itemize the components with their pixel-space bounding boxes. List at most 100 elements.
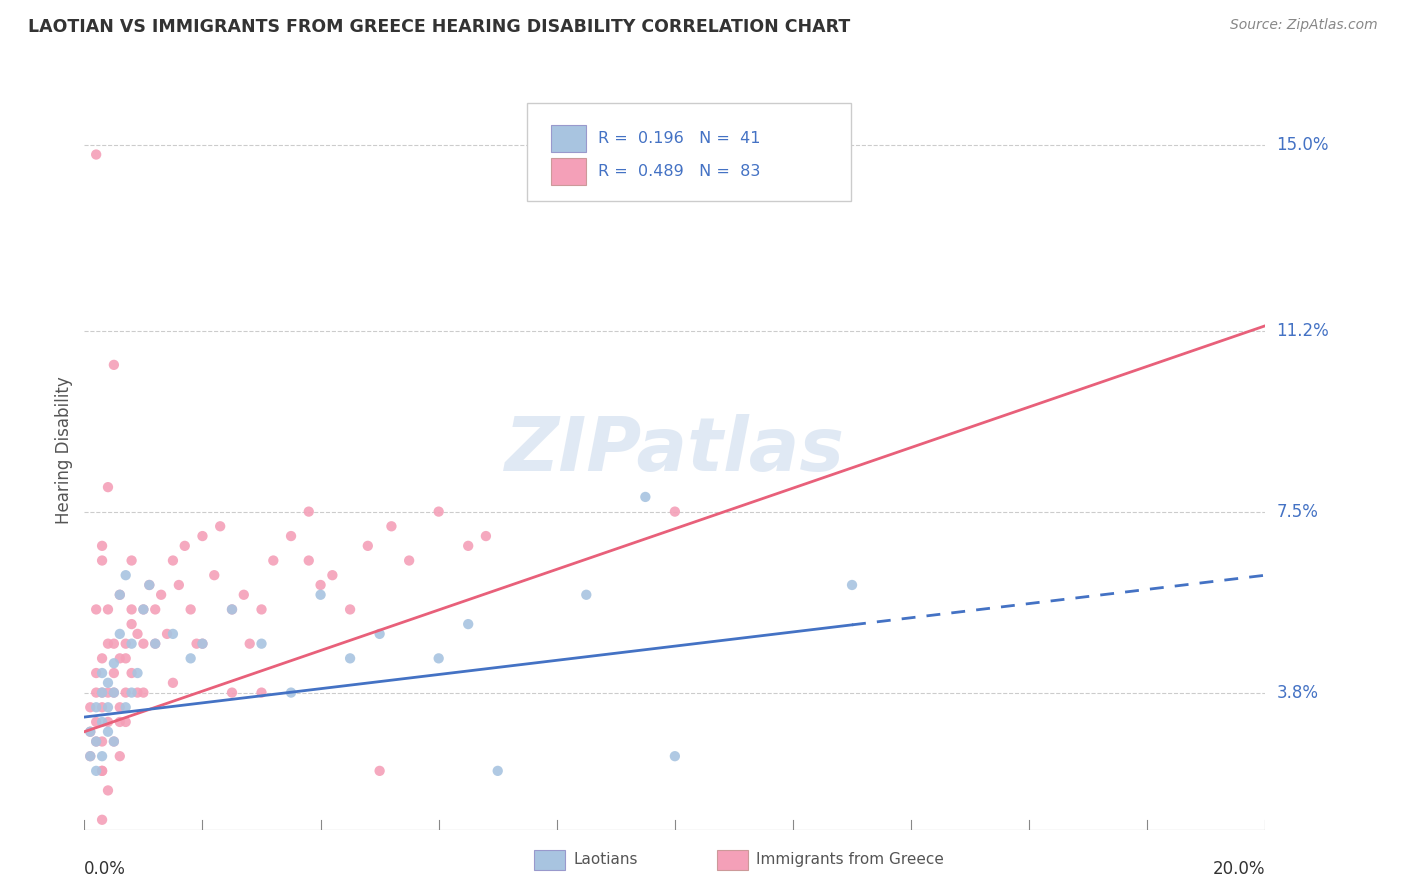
- Point: [103, 734, 125, 748]
- Point: [138, 578, 160, 592]
- Point: [79, 724, 101, 739]
- Text: Immigrants from Greece: Immigrants from Greece: [756, 853, 945, 867]
- Point: [191, 637, 214, 651]
- Point: [186, 637, 208, 651]
- Point: [280, 685, 302, 699]
- Point: [97, 724, 120, 739]
- Point: [262, 553, 284, 567]
- Point: [97, 602, 120, 616]
- Point: [132, 602, 155, 616]
- Point: [97, 783, 120, 797]
- Point: [156, 627, 179, 641]
- Text: Source: ZipAtlas.com: Source: ZipAtlas.com: [1230, 18, 1378, 32]
- Point: [191, 637, 214, 651]
- Point: [108, 588, 131, 602]
- Point: [221, 685, 243, 699]
- Point: [180, 602, 202, 616]
- Point: [221, 602, 243, 616]
- Point: [108, 700, 131, 714]
- Point: [357, 539, 380, 553]
- Point: [127, 685, 149, 699]
- Point: [84, 602, 107, 616]
- Point: [202, 568, 225, 582]
- Point: [250, 685, 273, 699]
- Point: [427, 651, 450, 665]
- Point: [114, 651, 136, 665]
- Point: [91, 651, 114, 665]
- Point: [162, 553, 184, 567]
- Point: [91, 553, 114, 567]
- Point: [108, 627, 131, 641]
- Point: [91, 813, 114, 827]
- Point: [298, 505, 321, 519]
- Point: [114, 700, 136, 714]
- Point: [91, 539, 114, 553]
- Point: [114, 568, 136, 582]
- Point: [321, 568, 343, 582]
- Text: 15.0%: 15.0%: [1277, 136, 1329, 153]
- Point: [475, 529, 498, 543]
- Point: [143, 637, 166, 651]
- Point: [103, 685, 125, 699]
- Point: [121, 617, 143, 632]
- Point: [114, 685, 136, 699]
- Point: [121, 602, 143, 616]
- Point: [457, 539, 479, 553]
- Y-axis label: Hearing Disability: Hearing Disability: [55, 376, 73, 524]
- Text: 3.8%: 3.8%: [1277, 683, 1319, 702]
- Point: [841, 578, 863, 592]
- Point: [108, 588, 131, 602]
- Point: [127, 627, 149, 641]
- Point: [91, 764, 114, 778]
- Point: [103, 734, 125, 748]
- Point: [427, 505, 450, 519]
- Point: [127, 666, 149, 681]
- Point: [84, 700, 107, 714]
- Point: [232, 588, 254, 602]
- Point: [79, 749, 101, 764]
- Text: LAOTIAN VS IMMIGRANTS FROM GREECE HEARING DISABILITY CORRELATION CHART: LAOTIAN VS IMMIGRANTS FROM GREECE HEARIN…: [28, 18, 851, 36]
- Point: [91, 749, 114, 764]
- Point: [121, 666, 143, 681]
- Point: [309, 578, 332, 592]
- Point: [121, 685, 143, 699]
- Point: [180, 651, 202, 665]
- Point: [132, 685, 155, 699]
- Point: [97, 714, 120, 729]
- Point: [121, 553, 143, 567]
- Point: [103, 666, 125, 681]
- Point: [368, 764, 391, 778]
- Point: [398, 553, 420, 567]
- Text: R =  0.489   N =  83: R = 0.489 N = 83: [598, 164, 759, 178]
- Text: 20.0%: 20.0%: [1213, 860, 1265, 878]
- Point: [280, 529, 302, 543]
- Point: [250, 602, 273, 616]
- Point: [84, 734, 107, 748]
- Point: [84, 764, 107, 778]
- Point: [664, 505, 686, 519]
- Point: [368, 627, 391, 641]
- Point: [143, 602, 166, 616]
- Point: [138, 578, 160, 592]
- Point: [457, 617, 479, 632]
- Text: R =  0.196   N =  41: R = 0.196 N = 41: [598, 131, 761, 145]
- Point: [84, 685, 107, 699]
- Point: [486, 764, 509, 778]
- Point: [108, 714, 131, 729]
- Text: 0.0%: 0.0%: [84, 860, 127, 878]
- Point: [91, 685, 114, 699]
- Point: [91, 734, 114, 748]
- Point: [114, 714, 136, 729]
- Point: [339, 651, 361, 665]
- Point: [250, 637, 273, 651]
- Point: [664, 749, 686, 764]
- Point: [380, 519, 402, 533]
- Point: [173, 539, 195, 553]
- Point: [162, 627, 184, 641]
- Text: ZIPatlas: ZIPatlas: [505, 414, 845, 487]
- Point: [167, 578, 190, 592]
- Point: [132, 602, 155, 616]
- Point: [91, 700, 114, 714]
- Text: 7.5%: 7.5%: [1277, 502, 1319, 521]
- Point: [84, 147, 107, 161]
